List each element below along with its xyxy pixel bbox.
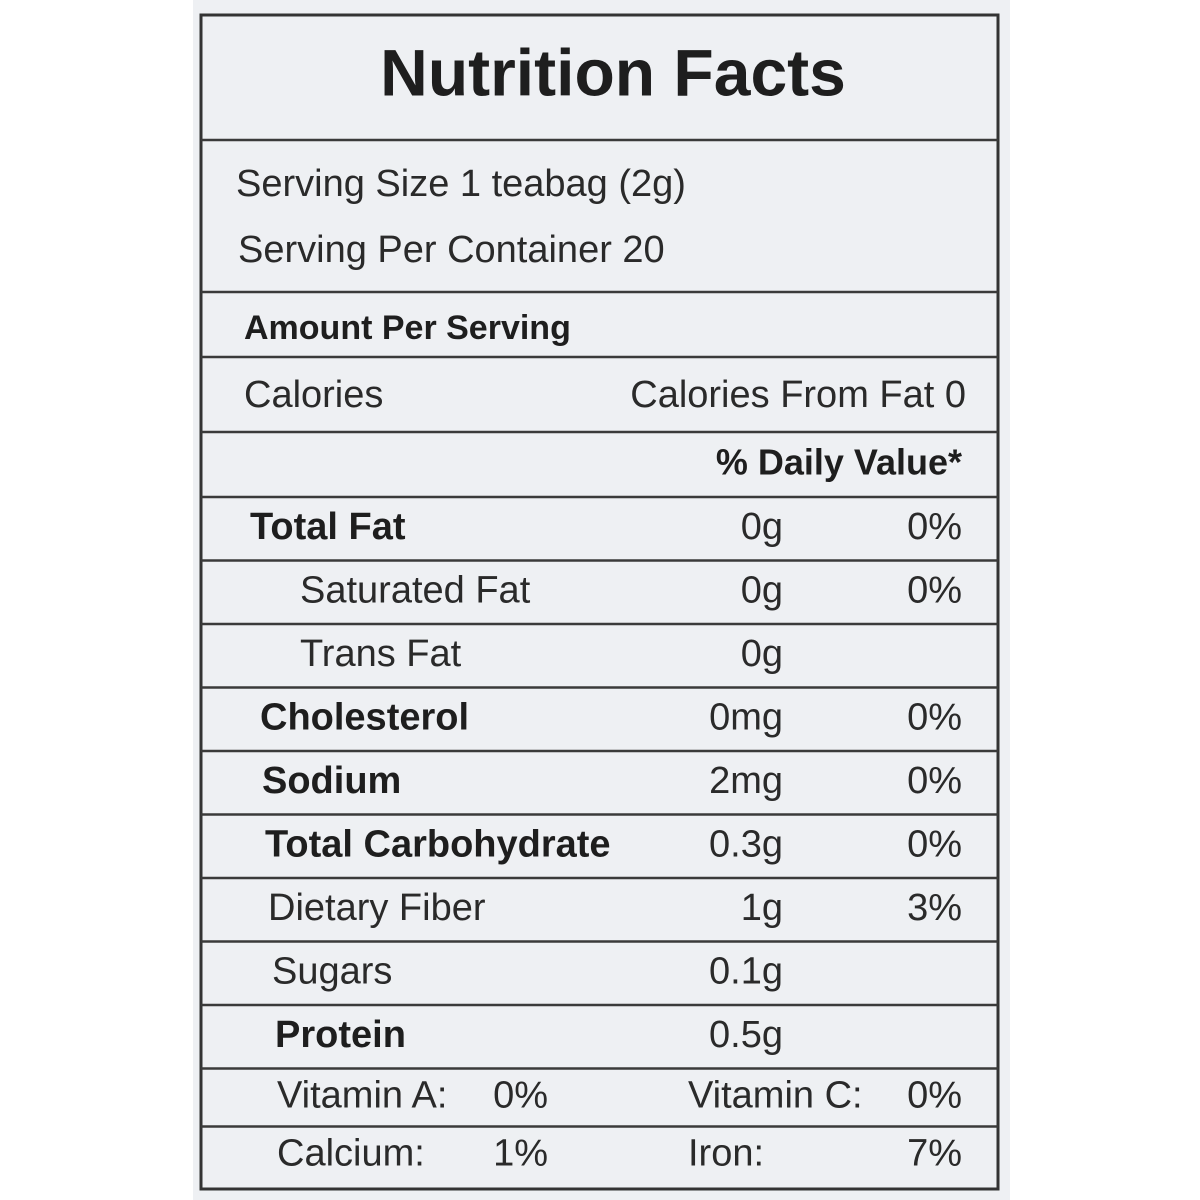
nutrient-amount: 0.5g: [709, 1014, 783, 1056]
nutrient-name: Sodium: [262, 760, 401, 802]
nutrient-name: Saturated Fat: [300, 569, 531, 611]
nutrient-amount: 1g: [741, 887, 783, 929]
daily-value-header: % Daily Value*: [716, 442, 962, 483]
vitamin-value: 0%: [907, 1075, 962, 1117]
vitamin-name: Vitamin A:: [277, 1075, 447, 1117]
nutrient-daily-value: 3%: [907, 887, 962, 929]
servings-per-container: Serving Per Container 20: [238, 229, 665, 271]
nutrient-name: Trans Fat: [300, 633, 462, 675]
nutrient-daily-value: 0%: [907, 823, 962, 865]
nutrient-amount: 0g: [741, 633, 783, 675]
vitamin-name: Vitamin C:: [688, 1075, 863, 1117]
calories-from-fat: Calories From Fat 0: [630, 374, 966, 416]
nutrient-amount: 2mg: [709, 760, 783, 802]
amount-per-serving: Amount Per Serving: [244, 309, 571, 347]
vitamin-name: Iron:: [688, 1133, 764, 1175]
nutrient-daily-value: 0%: [907, 506, 962, 548]
nutrient-amount: 0g: [741, 569, 783, 611]
nutrient-daily-value: 0%: [907, 696, 962, 738]
vitamin-value: 1%: [493, 1133, 548, 1175]
vitamin-value: 7%: [907, 1133, 962, 1175]
nutrient-name: Cholesterol: [260, 696, 469, 738]
nutrient-amount: 0.3g: [709, 823, 783, 865]
vitamin-name: Calcium:: [277, 1133, 425, 1175]
nutrient-name: Total Fat: [250, 506, 406, 548]
nutrient-name: Dietary Fiber: [268, 887, 486, 929]
nutrient-name: Total Carbohydrate: [265, 823, 611, 865]
nutrient-amount: 0g: [741, 506, 783, 548]
vitamin-value: 0%: [493, 1075, 548, 1117]
nutrient-name: Sugars: [272, 950, 392, 992]
nutrient-amount: 0.1g: [709, 950, 783, 992]
package: [193, 0, 1010, 1200]
calories: Calories: [244, 374, 383, 416]
label-border: [199, 13, 1000, 1191]
nutrient-name: Protein: [275, 1014, 406, 1056]
nutrient-daily-value: 0%: [907, 569, 962, 611]
serving-size: Serving Size 1 teabag (2g): [236, 163, 686, 205]
title: Nutrition Facts: [380, 35, 846, 109]
nutrient-daily-value: 0%: [907, 760, 962, 802]
nutrient-amount: 0mg: [709, 696, 783, 738]
